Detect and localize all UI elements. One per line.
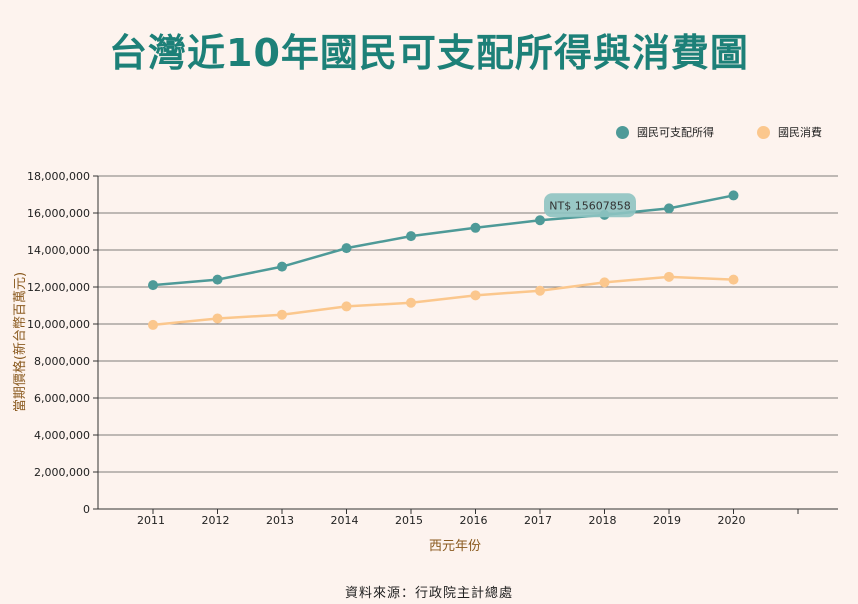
tooltip-box bbox=[544, 193, 636, 218]
x-tick-label: 2013 bbox=[266, 514, 294, 527]
x-tick-label: 2020 bbox=[718, 514, 746, 527]
y-tick-label: 10,000,000 bbox=[27, 318, 90, 331]
data-point-1 bbox=[728, 274, 739, 285]
data-point-0 bbox=[470, 222, 481, 233]
data-point-1 bbox=[212, 313, 223, 324]
data-point-0 bbox=[406, 231, 416, 242]
x-tick-label: 2014 bbox=[331, 514, 359, 527]
series-line-1 bbox=[152, 275, 734, 327]
y-tick-label: 6,000,000 bbox=[34, 392, 90, 405]
legend-label-income: 國民可支配所得 bbox=[637, 126, 714, 139]
data-point-1 bbox=[148, 319, 158, 330]
y-tick-label: 2,000,000 bbox=[34, 466, 90, 479]
source-note: 資料來源：行政院主計總處 bbox=[344, 586, 513, 601]
data-point-0 bbox=[728, 190, 739, 201]
series-layer bbox=[148, 190, 739, 330]
data-point-1 bbox=[535, 285, 545, 296]
legend-dot-income bbox=[616, 125, 629, 139]
data-point-1 bbox=[341, 301, 352, 312]
legend-dot-consumption bbox=[757, 125, 770, 139]
y-tick-label: 16,000,000 bbox=[27, 207, 90, 220]
x-tick-label: 2018 bbox=[589, 514, 617, 527]
data-point-1 bbox=[599, 277, 610, 288]
data-point-0 bbox=[277, 261, 287, 272]
chart-legend: 國民可支配所得 國民消費 bbox=[0, 124, 858, 144]
data-point-0 bbox=[148, 280, 158, 291]
tooltip-text: NT$ 15607858 bbox=[549, 199, 630, 212]
axis-layer: 0 2,000,000 4,000,000 6,000,000 8,000,000 10,… bbox=[27, 170, 838, 527]
x-tick-label: 2012 bbox=[202, 514, 230, 527]
data-point-0 bbox=[535, 215, 545, 226]
grid-layer bbox=[98, 175, 838, 473]
x-axis-title: 西元年份 bbox=[429, 539, 481, 554]
data-point-1 bbox=[470, 290, 481, 301]
x-tick-label: 2011 bbox=[137, 514, 165, 527]
y-tick-label: 0 bbox=[83, 503, 90, 516]
x-tick-label: 2017 bbox=[524, 514, 552, 527]
x-tick-label: 2015 bbox=[395, 514, 423, 527]
y-axis-title: 當期價格(新台幣百萬元) bbox=[12, 272, 28, 412]
tooltip-layer: NT$ 15607858 bbox=[544, 193, 636, 218]
data-point-1 bbox=[406, 297, 416, 308]
data-point-0 bbox=[664, 203, 674, 214]
data-point-1 bbox=[664, 271, 674, 282]
x-tick-label: 2016 bbox=[460, 514, 488, 527]
y-tick-label: 18,000,000 bbox=[27, 170, 90, 183]
y-tick-label: 14,000,000 bbox=[27, 244, 90, 257]
data-point-0 bbox=[212, 274, 223, 285]
y-tick-label: 8,000,000 bbox=[34, 355, 90, 368]
chart-title: 台灣近10年國民可支配所得與消費圖 bbox=[109, 31, 749, 75]
series-line-0 bbox=[152, 194, 734, 287]
data-point-0 bbox=[341, 243, 352, 254]
data-point-1 bbox=[277, 309, 287, 320]
y-tick-label: 12,000,000 bbox=[27, 281, 90, 294]
legend-item-consumption[interactable]: 國民消費 bbox=[757, 124, 822, 140]
x-tick-label: 2019 bbox=[653, 514, 681, 527]
legend-label-consumption: 國民消費 bbox=[778, 126, 822, 139]
legend-item-income[interactable]: 國民可支配所得 bbox=[616, 124, 714, 140]
y-tick-label: 4,000,000 bbox=[34, 429, 90, 442]
